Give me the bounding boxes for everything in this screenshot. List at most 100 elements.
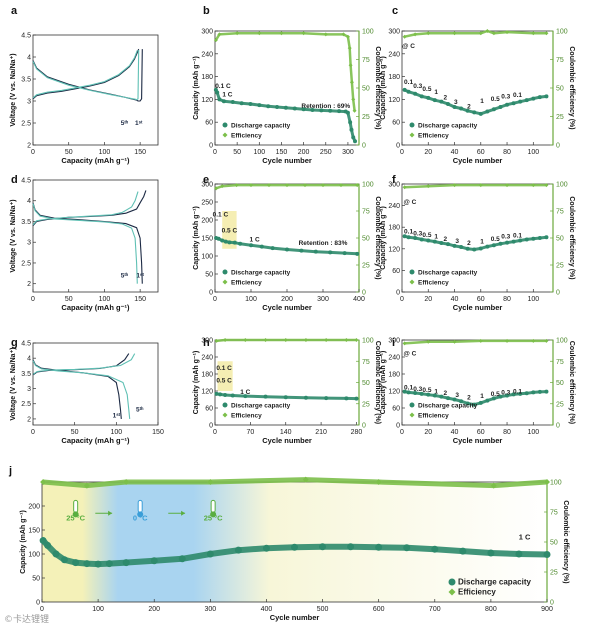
annotation: 5ᵗʰ — [121, 272, 129, 279]
capacity-point — [249, 243, 253, 248]
x-tick-label: 40 — [451, 296, 459, 303]
capacity-point — [238, 241, 243, 246]
x-tick-label: 250 — [320, 149, 332, 156]
capacity-point — [403, 544, 411, 552]
arrow-head-icon — [108, 510, 113, 516]
x-tick-label: 0 — [400, 149, 404, 156]
legend-marker-capacity — [222, 269, 228, 275]
annotation: 0.1 C — [215, 83, 231, 90]
annotation: 0.1 C — [213, 211, 229, 218]
capacity-point — [419, 237, 424, 242]
legend-label: Efficiency — [418, 133, 449, 140]
annotation: 5ᵗʰ — [121, 120, 129, 127]
y-tick-label: 300 — [201, 182, 213, 189]
capacity-point — [342, 251, 347, 256]
x-tick-label: 0 — [213, 429, 217, 436]
panel-h: 0 70 140 210 2800601201802403000255075100Cyc… — [193, 337, 381, 445]
y-tick-label: 200 — [28, 504, 40, 511]
annotation: 1 — [480, 238, 484, 245]
capacity-point — [491, 396, 496, 401]
legend-label: Discharge capacity — [418, 123, 478, 130]
legend-label: Discharge capacity — [231, 270, 291, 277]
y2-axis-label: Coulombic efficiency (%) — [568, 196, 575, 279]
thermometer-icon — [137, 499, 143, 513]
annotation: 2 — [444, 390, 448, 397]
y2-axis-label: Coulombic efficiency (%) — [374, 196, 381, 279]
capacity-point — [337, 109, 342, 114]
annotation: 1ˢᵗ — [113, 412, 121, 419]
legend-label: Discharge capacity — [231, 403, 291, 410]
annotation: 1 C — [222, 91, 232, 98]
capacity-point — [537, 389, 542, 394]
y-tick-label: 0 — [396, 423, 400, 430]
y-tick-label: 0 — [209, 423, 213, 430]
y-tick-label: 300 — [388, 182, 400, 189]
y2-tick-label: 25 — [550, 570, 558, 577]
panel-label: e — [203, 174, 209, 186]
y-tick-label: 4.5 — [21, 341, 31, 348]
capacity-point — [478, 246, 483, 251]
capacity-point — [52, 550, 60, 558]
capacity-point — [243, 394, 248, 399]
y-axis-label: Capacity (mAh g⁻¹) — [193, 351, 200, 415]
capacity-point — [94, 560, 102, 568]
x-tick-label: 280 — [351, 429, 363, 436]
plot-frame — [32, 179, 159, 293]
capacity-point — [348, 120, 353, 125]
x-tick-label: 0 — [213, 149, 217, 156]
capacity-point — [291, 543, 298, 551]
capacity-point — [518, 99, 523, 104]
annotation: 2 — [444, 94, 448, 101]
legend-marker-efficiency — [222, 412, 228, 418]
x-axis-label: Capacity (mAh g⁻¹) — [61, 436, 130, 445]
voltage-curve — [32, 191, 139, 226]
capacity-point — [345, 110, 350, 115]
capacity-point — [285, 247, 289, 252]
y-tick-label: 60 — [392, 268, 400, 275]
legend-marker-capacity — [448, 578, 456, 586]
capacity-point — [426, 238, 431, 243]
capacity-point — [263, 394, 268, 399]
panel-i: 0 20 40 60 80 100 0 60 120 180 240 300 0 25 50 75 100 Cyc… — [380, 337, 575, 445]
efficiency-trace — [214, 32, 356, 111]
annotation: 3 — [454, 99, 458, 106]
y-tick-label: 250 — [201, 200, 213, 207]
x-tick-label: 60 — [477, 149, 485, 156]
y2-tick-label: 100 — [556, 29, 568, 36]
voltage-curve — [32, 353, 136, 375]
x-tick-label: 100 — [110, 429, 122, 436]
x-axis-label: Cycle number — [262, 436, 312, 445]
x-tick-label: 600 — [373, 606, 385, 613]
efficiency-trace — [216, 338, 357, 343]
capacity-point — [432, 98, 437, 103]
y-tick-label: 60 — [205, 406, 213, 413]
capacity-point — [319, 543, 327, 551]
capacity-point — [511, 392, 516, 397]
x-tick-label: 20 — [424, 149, 432, 156]
x-tick-label: 0 — [31, 296, 35, 303]
x-tick-label: 80 — [503, 296, 511, 303]
y2-tick-label: 0 — [556, 290, 560, 297]
capacity-point — [472, 402, 477, 407]
legend-label: Efficiency — [418, 413, 449, 420]
y-tick-label: 3.5 — [21, 371, 31, 378]
x-tick-label: 60 — [477, 296, 485, 303]
annotation: 0.1 — [513, 232, 522, 239]
y2-tick-label: 100 — [362, 29, 374, 36]
capacity-point — [485, 244, 490, 249]
capacity-point — [465, 401, 470, 406]
y-tick-label: 180 — [388, 225, 400, 232]
capacity-point — [459, 106, 464, 111]
capacity-point — [537, 95, 542, 100]
y2-tick-label: 50 — [556, 236, 564, 243]
legend-label: Discharge capacity — [458, 578, 531, 587]
capacity-point — [230, 393, 235, 398]
capacity-point — [491, 243, 496, 248]
y-tick-label: 60 — [392, 120, 400, 127]
capacity-point — [206, 550, 214, 558]
capacity-point — [122, 559, 130, 567]
annotation: 0.1 C — [216, 365, 232, 372]
capacity-point — [518, 238, 523, 243]
x-tick-label: 0 — [400, 296, 404, 303]
y2-tick-label: 75 — [362, 209, 370, 216]
